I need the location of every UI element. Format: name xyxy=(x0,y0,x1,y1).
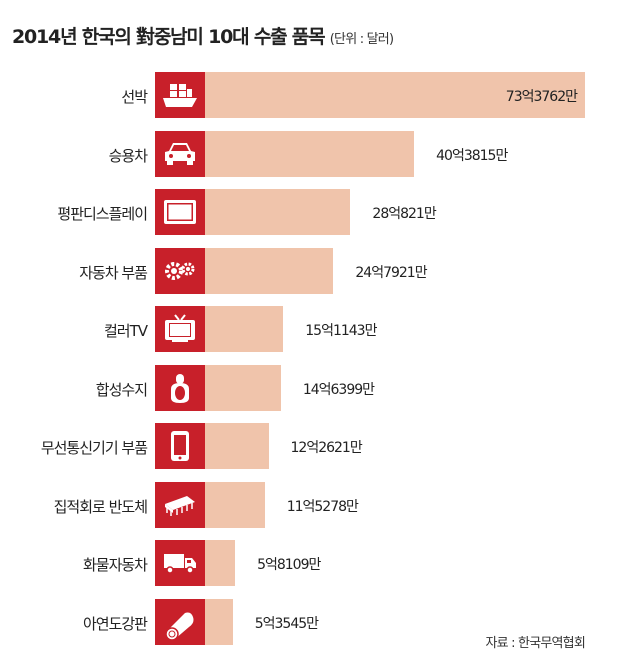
value-label: 5억3545만 xyxy=(254,615,319,632)
bar xyxy=(205,72,585,118)
category-label: 평판디스플레이 xyxy=(57,205,148,223)
value-label: 15억1143만 xyxy=(305,323,377,339)
bar xyxy=(205,540,236,586)
bar xyxy=(205,189,351,235)
value-label: 73억3762만 xyxy=(505,89,578,105)
category-label: 컬러TV xyxy=(103,322,148,340)
gears-icon xyxy=(155,247,205,294)
category-label: 화물자동차 xyxy=(82,556,148,574)
value-label: 28억821만 xyxy=(372,206,436,222)
unit-label: (단위 : 달러) xyxy=(329,32,394,47)
bar-row: 평판디스플레이 28억821만 xyxy=(0,185,617,245)
chart-title-text: 2014년 한국의 對중남미 10대 수출 품목 xyxy=(12,26,326,48)
category-label: 집적회로 반도체 xyxy=(53,497,148,516)
ship-icon xyxy=(155,72,205,118)
value-label: 40억3815만 xyxy=(436,147,508,164)
bar-row: 선박 73억3762만 xyxy=(0,68,617,128)
bar-row: 승용차 40억3815만 xyxy=(0,127,617,187)
value-label: 5억8109만 xyxy=(257,557,321,573)
bar xyxy=(205,598,233,645)
bar-row: 무선통신기기 부품 12억2621만 xyxy=(0,419,617,479)
bar-row: 집적회로 반도체 11억5278만 xyxy=(0,478,617,538)
bar-row: 합성수지 14억6399만 xyxy=(0,361,617,421)
category-label: 무선통신기기 부품 xyxy=(40,439,148,457)
category-label: 아연도강판 xyxy=(82,614,148,633)
car-icon xyxy=(155,130,205,177)
steel-roll-icon xyxy=(155,598,205,645)
category-label: 합성수지 xyxy=(95,380,148,399)
bar xyxy=(205,247,334,294)
bar xyxy=(205,306,284,352)
truck-icon xyxy=(155,540,205,586)
bar xyxy=(205,364,281,411)
value-label: 11억5278만 xyxy=(286,498,359,515)
value-label: 12억2621만 xyxy=(290,440,363,456)
tv-icon xyxy=(155,306,205,352)
bar xyxy=(205,481,265,528)
bar-row: 화물자동차 5억8109만 xyxy=(0,536,617,596)
category-label: 승용차 xyxy=(108,146,148,165)
bar xyxy=(205,423,269,469)
category-label: 선박 xyxy=(121,88,148,106)
source-note: 자료 : 한국무역협회 xyxy=(485,636,585,651)
chart-title: 2014년 한국의 對중남미 10대 수출 품목 (단위 : 달러) xyxy=(12,22,394,49)
resin-icon xyxy=(155,364,205,411)
value-label: 14억6399만 xyxy=(302,381,375,398)
bar-row: 아연도강판 5억3545만 xyxy=(0,595,617,655)
bar-row: 컬러TV 15억1143만 xyxy=(0,302,617,362)
flat-display-icon xyxy=(155,189,205,235)
smartphone-icon xyxy=(155,423,205,469)
category-label: 자동차 부품 xyxy=(79,263,148,282)
value-label: 24억7921만 xyxy=(355,264,427,281)
bar xyxy=(205,130,415,177)
chip-icon xyxy=(155,481,205,528)
bar-row: 자동차 부품 24억7921만 xyxy=(0,244,617,304)
